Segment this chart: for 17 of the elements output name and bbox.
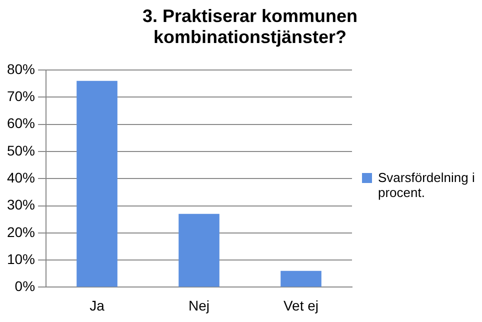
x-tick-label: Vet ej: [283, 297, 319, 314]
bar: [280, 270, 322, 287]
bar: [178, 214, 220, 287]
y-tick-label: 20%: [6, 224, 36, 240]
x-tick-label: Ja: [90, 297, 105, 314]
y-tick-label: 60%: [6, 115, 36, 132]
x-tick-label: Nej: [188, 297, 210, 314]
y-tick-label: 30%: [6, 196, 36, 213]
y-tick-label: 40%: [6, 169, 36, 186]
legend-label: Svarsfördelning i procent.: [378, 170, 476, 200]
y-tick-label: 50%: [6, 142, 36, 158]
y-tick-label: 70%: [6, 88, 36, 104]
bar: [76, 80, 118, 287]
chart-title: 3. Praktiserar kommunen kombinationstjänster?: [141, 6, 359, 48]
y-tick-label: 10%: [6, 250, 36, 267]
y-tick-label: 0%: [14, 278, 36, 294]
y-tick-label: 80%: [6, 60, 36, 77]
